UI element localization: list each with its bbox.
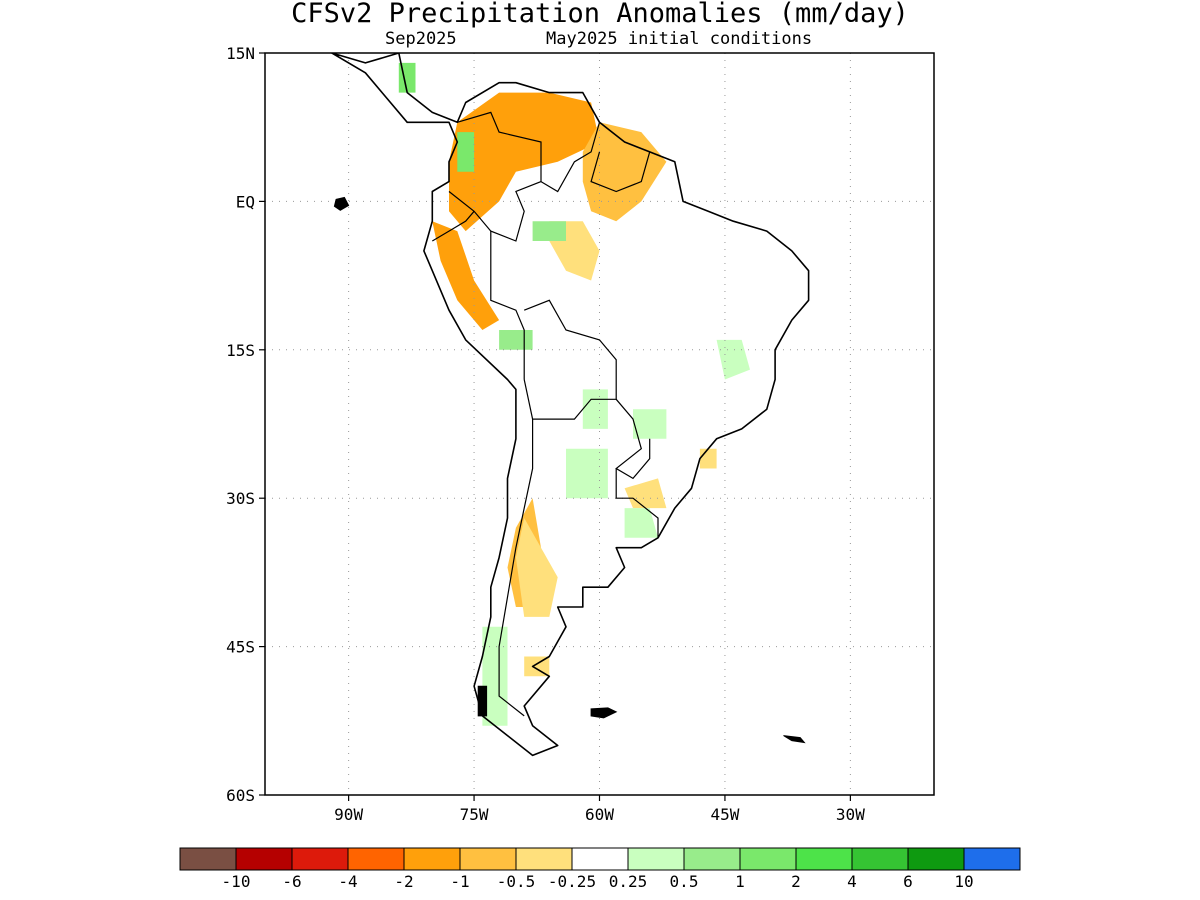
map-subtitle-initial-conditions: May2025 initial conditions xyxy=(546,29,812,49)
country-border-2 xyxy=(431,210,475,242)
colorbar-swatch xyxy=(515,847,573,871)
colorbar-swatch xyxy=(403,847,461,871)
anomaly-shading-layer xyxy=(398,62,750,726)
colorbar-label: 1 xyxy=(735,872,745,891)
south-america-coastline xyxy=(331,53,810,757)
anomaly-region-18 xyxy=(482,626,508,726)
country-border-8 xyxy=(498,419,534,717)
coastline-layer xyxy=(331,53,810,757)
colorbar-swatch xyxy=(963,847,1021,871)
colorbar-swatch xyxy=(907,847,965,871)
anomaly-region-1 xyxy=(432,221,500,330)
colorbar-label: -2 xyxy=(394,872,413,891)
island-1 xyxy=(590,707,618,719)
colorbar-label: 4 xyxy=(847,872,857,891)
colorbar-swatch xyxy=(851,847,909,871)
colorbar-label: 10 xyxy=(954,872,973,891)
colorbar-label: -0.5 xyxy=(497,872,536,891)
colorbar-label: 6 xyxy=(903,872,913,891)
lat-tick-label: 30S xyxy=(226,489,255,508)
colorbar-label: -4 xyxy=(338,872,357,891)
lon-tick-label: 75W xyxy=(460,805,489,824)
lat-tick-label: 45S xyxy=(226,638,255,657)
anomaly-region-13 xyxy=(633,409,667,439)
gridlines xyxy=(265,53,934,795)
island-3 xyxy=(477,685,488,717)
anomaly-region-11 xyxy=(624,508,658,538)
colorbar-swatch xyxy=(291,847,349,871)
anomaly-region-7 xyxy=(524,656,550,677)
lon-tick-label: 60W xyxy=(585,805,614,824)
plot-area xyxy=(265,53,934,795)
colorbar-label: -6 xyxy=(282,872,301,891)
country-border-5 xyxy=(540,122,601,193)
country-border-1 xyxy=(490,231,525,380)
anomaly-region-12 xyxy=(582,389,608,429)
anomaly-region-5 xyxy=(515,518,558,617)
colorbar-swatch xyxy=(347,847,405,871)
anomaly-region-0 xyxy=(449,92,600,232)
colorbar-swatch xyxy=(571,847,629,871)
colorbar-label: 2 xyxy=(791,872,801,891)
country-border-0 xyxy=(448,111,542,242)
anomaly-region-16 xyxy=(457,132,475,172)
anomaly-region-8 xyxy=(699,448,717,469)
country-border-3 xyxy=(523,299,617,420)
colorbar-swatch xyxy=(683,847,741,871)
anomaly-region-6 xyxy=(624,478,667,509)
colorbar-swatch xyxy=(627,847,685,871)
axis-ticks: 15N EQ 15S 30S 45S 60S 90W 75W 60W 45W 30W xyxy=(226,44,865,824)
map-title: CFSv2 Precipitation Anomalies (mm/day) xyxy=(291,0,909,29)
anomaly-region-10 xyxy=(566,448,608,499)
lon-tick-label: 30W xyxy=(836,805,865,824)
colorbar-swatch xyxy=(179,847,237,871)
country-border-4 xyxy=(590,151,651,193)
colorbar-swatch xyxy=(739,847,797,871)
colorbar-label: -1 xyxy=(450,872,469,891)
colorbar-label: -10 xyxy=(222,872,251,891)
colorbar-label: 0.25 xyxy=(609,872,648,891)
lat-tick-label: 15N xyxy=(226,44,255,63)
lon-tick-label: 45W xyxy=(710,805,739,824)
colorbar-label: 0.5 xyxy=(670,872,699,891)
lat-tick-label: 15S xyxy=(226,341,255,360)
colorbar-swatch xyxy=(795,847,853,871)
anomaly-region-14 xyxy=(499,330,533,350)
lat-tick-label: EQ xyxy=(236,192,255,211)
anomaly-region-2 xyxy=(582,122,667,222)
colorbar: -10 -6 -4 -2 -1 -0.5 -0.25 0.25 0.5 1 2 4 6 10 xyxy=(179,847,1021,891)
colorbar-swatch xyxy=(459,847,517,871)
colorbar-label: -0.25 xyxy=(548,872,596,891)
lat-tick-label: 60S xyxy=(226,786,255,805)
lon-tick-label: 90W xyxy=(334,805,363,824)
colorbar-swatch xyxy=(235,847,293,871)
map-subtitle-valid-month: Sep2025 xyxy=(385,29,457,49)
anomaly-region-15 xyxy=(532,221,566,241)
island-0 xyxy=(333,196,350,211)
island-2 xyxy=(783,735,806,744)
country-border-7 xyxy=(615,468,659,538)
